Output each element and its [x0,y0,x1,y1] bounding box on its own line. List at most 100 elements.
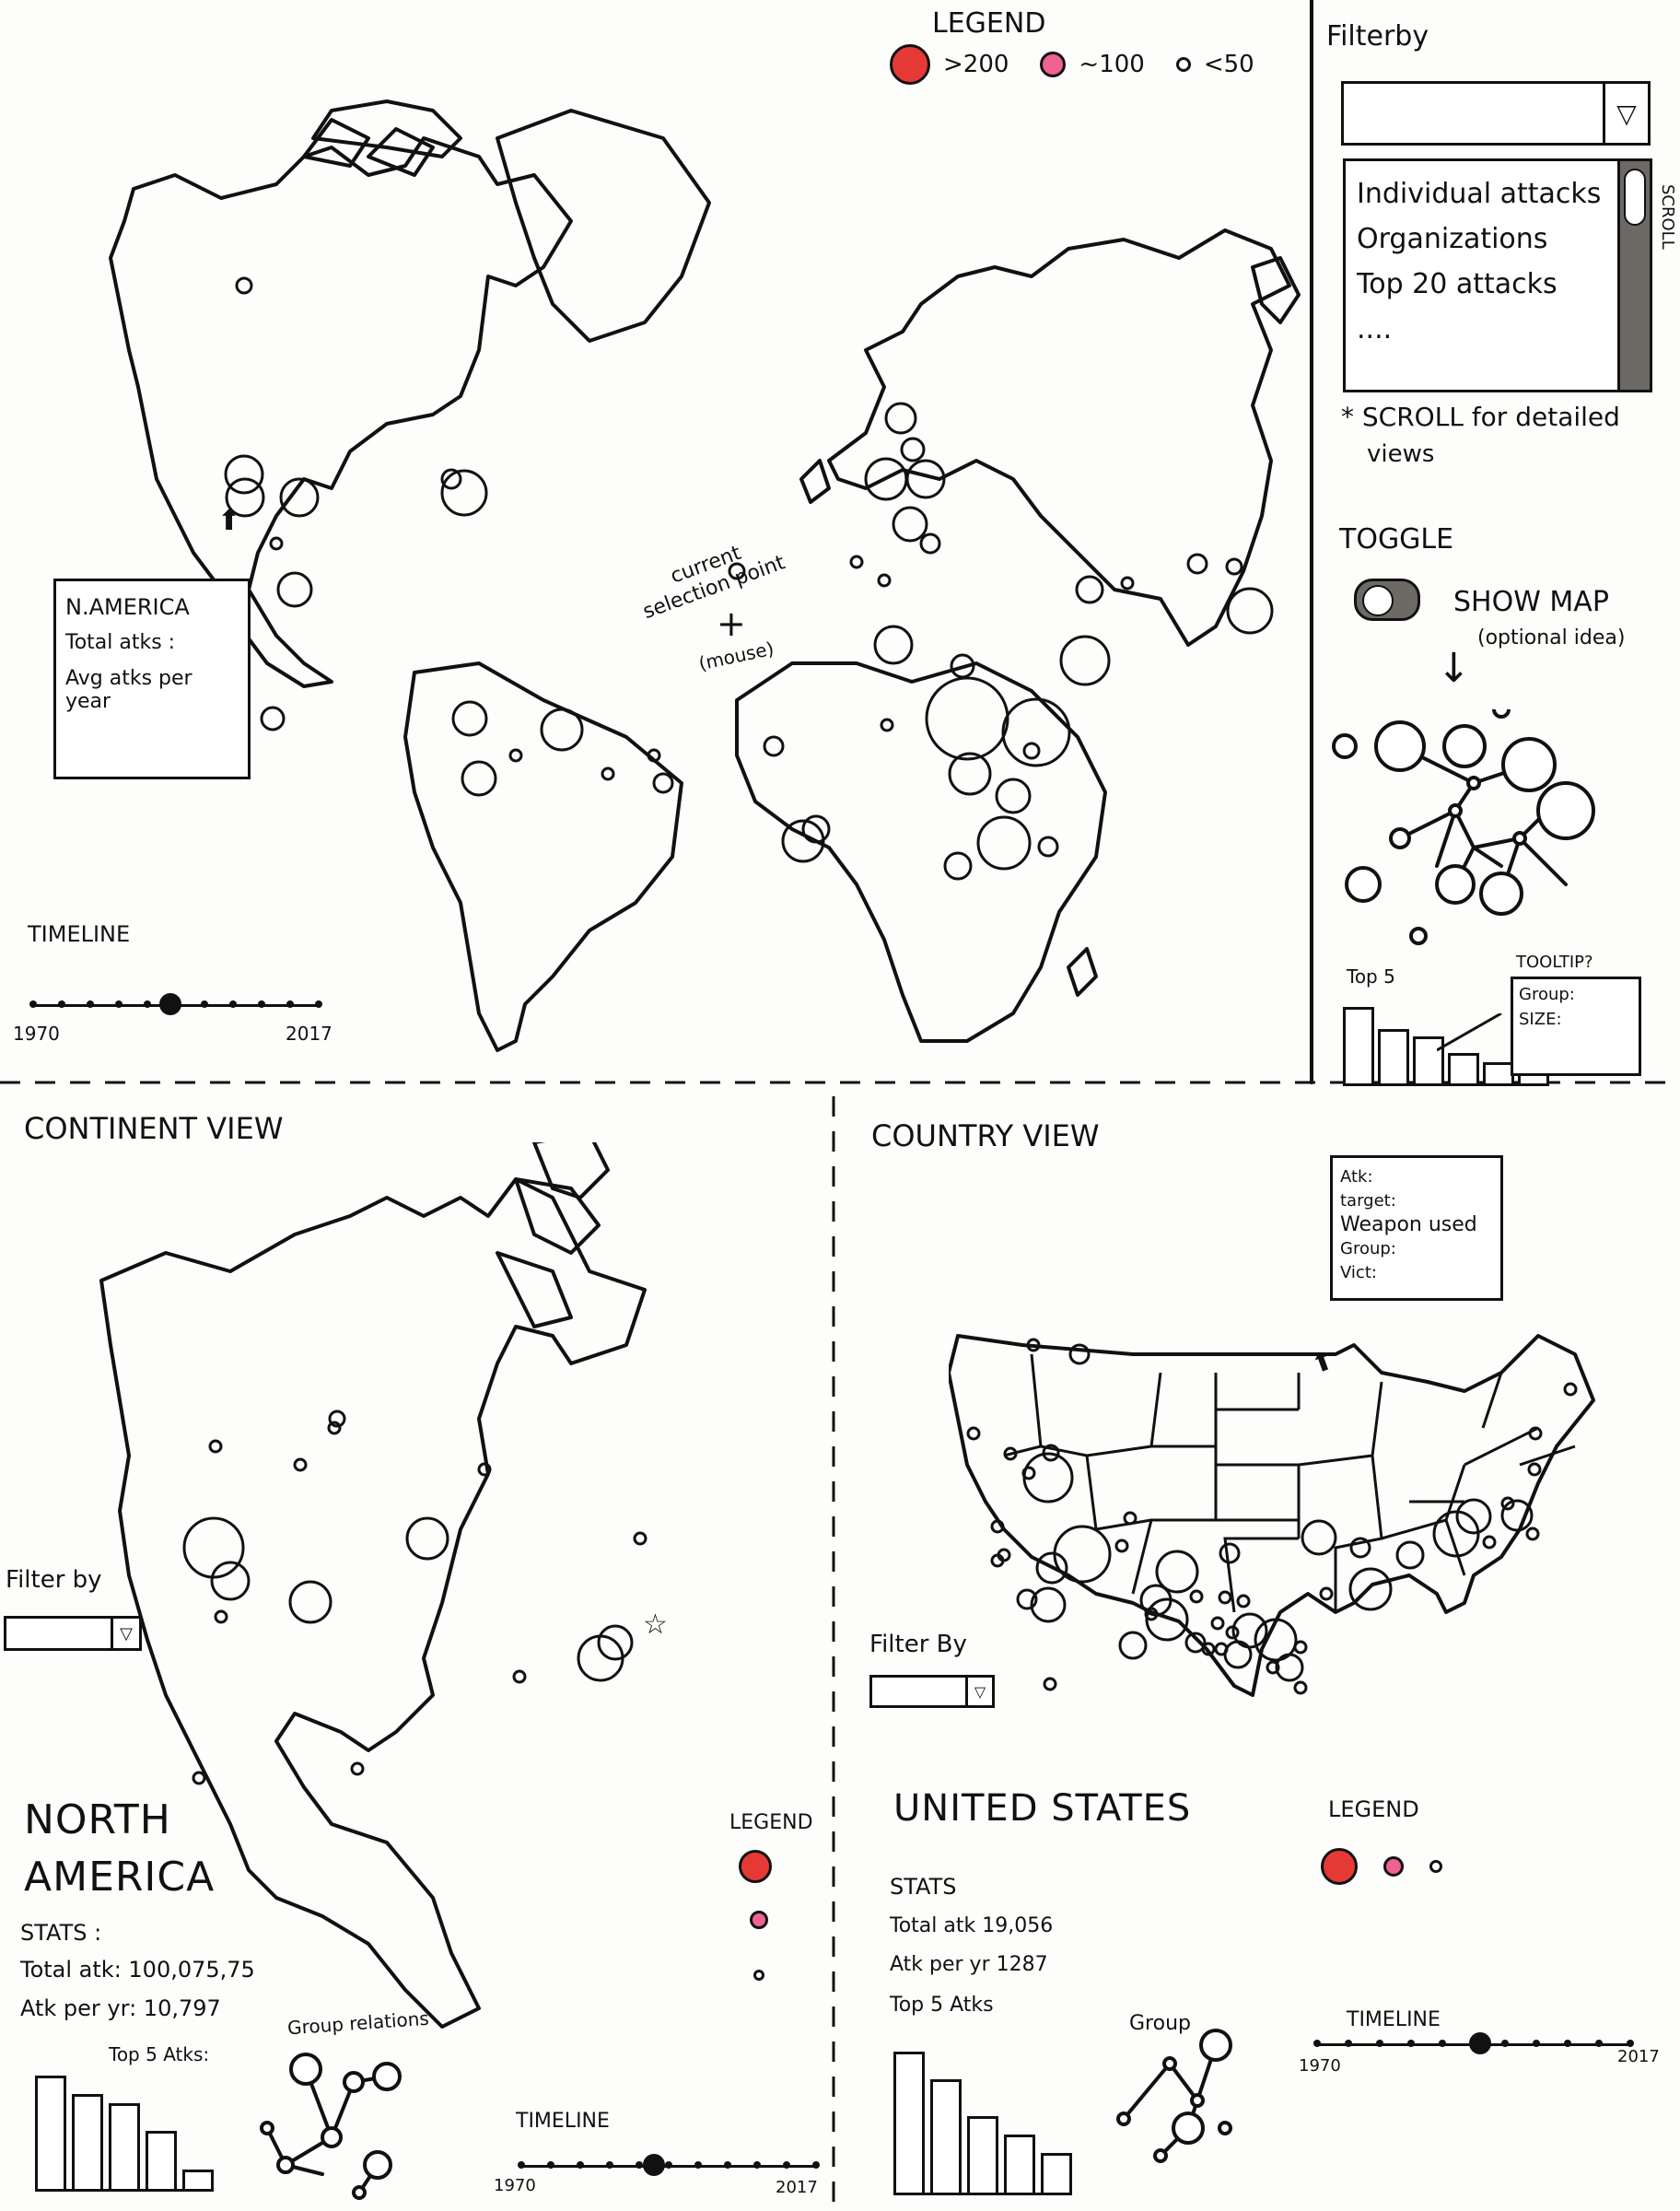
bar[interactable] [182,2170,214,2189]
attack-marker[interactable] [540,708,584,752]
attack-marker[interactable] [597,1624,634,1661]
bar[interactable] [109,2103,140,2189]
timeline-handle[interactable] [643,2154,665,2176]
bar[interactable] [1413,1036,1444,1083]
attack-marker[interactable] [1527,1462,1542,1477]
attack-marker[interactable] [1236,1594,1251,1609]
scrollbar-track[interactable] [1617,161,1650,390]
timeline-handle[interactable] [1468,2032,1491,2054]
attack-marker[interactable] [477,1462,492,1477]
attack-marker[interactable] [279,477,320,518]
attack-marker[interactable] [1114,1538,1129,1553]
attack-marker[interactable] [182,1516,245,1579]
attack-marker[interactable] [1525,1527,1540,1541]
attack-marker[interactable] [990,1519,1005,1534]
attack-marker[interactable] [293,1457,308,1472]
attack-marker[interactable] [633,1531,648,1546]
attack-marker[interactable] [900,437,926,462]
attack-marker[interactable] [652,772,674,794]
attack-marker[interactable] [1145,1597,1189,1642]
attack-marker[interactable] [1022,742,1041,760]
attack-marker[interactable] [1189,1589,1204,1604]
attack-marker[interactable] [905,459,946,499]
bar[interactable] [1448,1053,1479,1083]
attack-marker[interactable] [1016,1588,1038,1610]
attack-marker[interactable] [1123,1511,1138,1526]
attack-marker[interactable] [1254,1618,1298,1662]
attack-marker[interactable] [269,536,284,551]
country-attack-markers[interactable] [949,1317,1612,1732]
attack-marker[interactable] [1301,1519,1337,1556]
attack-marker[interactable] [892,506,928,543]
chevron-down-icon[interactable]: ▽ [965,1678,992,1705]
attack-marker[interactable] [276,571,313,608]
bar[interactable] [1041,2153,1072,2193]
attack-marker[interactable] [1500,1496,1515,1511]
attack-marker[interactable] [1563,1382,1578,1397]
attack-marker[interactable] [849,555,864,569]
attack-marker[interactable] [451,700,488,737]
attack-marker[interactable] [1293,1640,1308,1655]
continent-attack-markers[interactable] [0,1142,829,2119]
attack-marker[interactable] [1186,553,1208,575]
attack-marker[interactable] [1184,1632,1207,1654]
attack-marker[interactable] [235,276,253,295]
timeline-handle[interactable] [158,993,181,1015]
attack-marker[interactable] [1155,1550,1199,1594]
attack-marker[interactable] [1120,576,1135,591]
bar[interactable] [1343,1007,1374,1083]
attack-marker[interactable] [440,469,488,517]
network-graph[interactable] [1317,709,1676,949]
list-item-organizations[interactable]: Organizations [1357,223,1548,255]
country-map[interactable] [949,1317,1612,1732]
attack-marker[interactable] [950,653,975,679]
bar[interactable] [1483,1062,1514,1083]
attack-marker[interactable] [1500,1499,1534,1532]
attack-marker[interactable] [1432,1510,1480,1558]
attack-marker[interactable] [1482,1535,1497,1550]
attack-marker[interactable] [1021,1466,1036,1480]
attack-marker[interactable] [976,815,1032,871]
attack-marker[interactable] [948,752,992,796]
bar[interactable] [893,2052,925,2193]
attack-marker[interactable] [1218,1590,1232,1605]
side-filter-select[interactable]: ▽ [1341,81,1651,146]
attack-marker[interactable] [925,676,1009,761]
attack-marker[interactable] [1068,1343,1091,1365]
attack-marker[interactable] [1348,1567,1393,1611]
attack-marker[interactable] [877,573,892,588]
scrollbar-thumb[interactable] [1624,169,1646,226]
attack-marker[interactable] [1003,1446,1018,1461]
attack-marker[interactable] [943,851,973,881]
list-item-more[interactable]: .... [1357,313,1393,345]
attack-marker[interactable] [884,402,917,435]
attack-marker[interactable] [995,778,1032,814]
attack-marker[interactable] [508,748,523,763]
attack-marker[interactable] [1042,1444,1060,1462]
attack-marker[interactable] [1293,1680,1308,1695]
attack-marker[interactable] [1201,1642,1216,1656]
bar[interactable] [1004,2135,1035,2193]
list-item-top-20-attacks[interactable]: Top 20 attacks [1357,268,1558,300]
world-attack-markers[interactable] [0,0,1308,1078]
attack-marker[interactable] [1528,1426,1543,1441]
attack-marker[interactable] [1118,1631,1148,1660]
attack-marker[interactable] [647,748,661,763]
attack-marker[interactable] [327,1421,342,1435]
attack-marker[interactable] [1053,1525,1112,1584]
attack-marker[interactable] [1026,1338,1041,1352]
attack-marker[interactable] [1266,1660,1280,1675]
attack-marker[interactable] [225,477,265,518]
attack-marker[interactable] [1043,1677,1057,1691]
bar[interactable] [72,2094,103,2189]
attack-marker[interactable] [224,454,264,495]
attack-marker[interactable] [880,718,894,732]
attack-marker[interactable] [763,735,785,757]
attack-marker[interactable] [601,766,615,781]
attack-marker[interactable] [512,1669,527,1684]
attack-marker[interactable] [1210,1616,1225,1631]
continent-group-graph[interactable] [258,2045,442,2202]
bar[interactable] [967,2116,998,2193]
toggle-knob[interactable] [1362,585,1394,616]
bar[interactable] [146,2131,177,2189]
